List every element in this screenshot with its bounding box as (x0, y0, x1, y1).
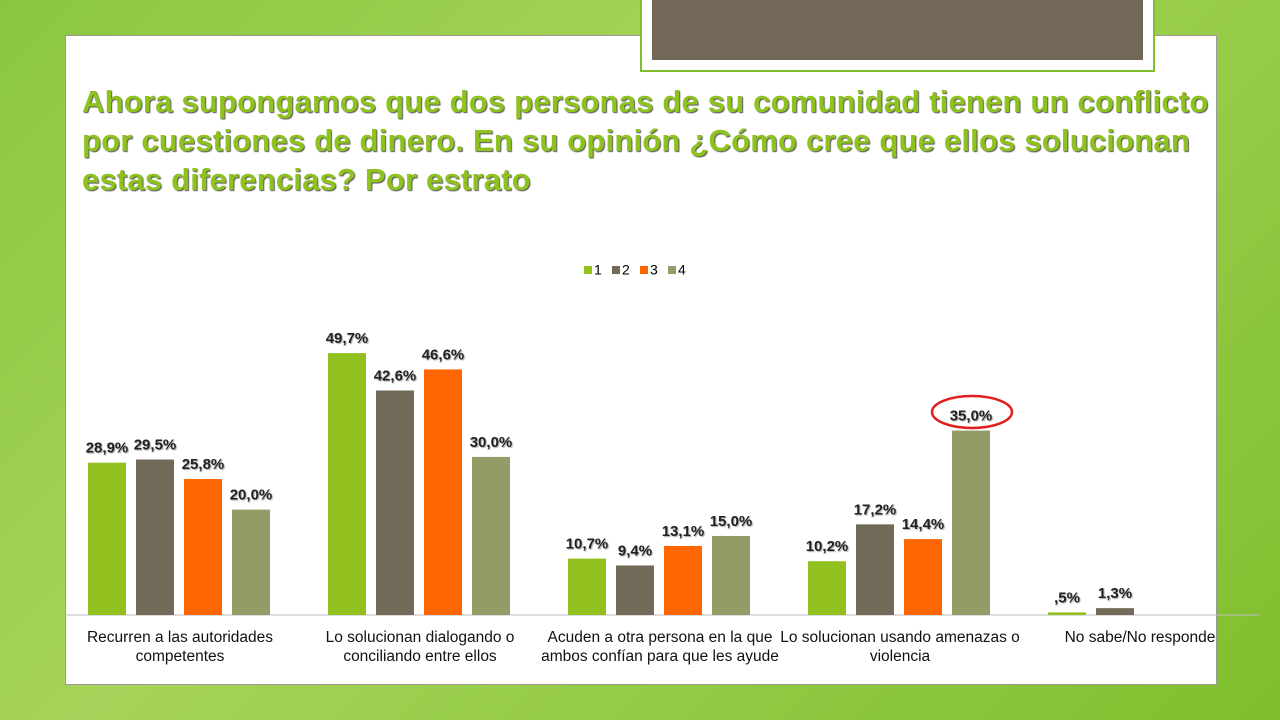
value-label: 1,3% (1098, 585, 1132, 602)
legend-swatch (612, 266, 620, 274)
value-label: 17,2% (854, 501, 897, 518)
x-tick-label: No sabe/No responde (1064, 629, 1216, 646)
value-label: 29,5% (134, 437, 177, 454)
legend-label: 3 (650, 262, 658, 278)
value-label: ,5% (1054, 589, 1080, 606)
bar (568, 558, 606, 615)
value-label: 25,8% (182, 456, 225, 473)
value-label: 15,0% (710, 513, 753, 530)
chart-title: Ahora supongamos que dos personas de su … (82, 84, 1209, 197)
value-label: 30,0% (470, 434, 513, 451)
decor-fill (652, 0, 1143, 60)
value-label: 9,4% (618, 542, 652, 559)
bar (904, 539, 942, 615)
bar (376, 390, 414, 615)
bar (232, 509, 270, 615)
x-tick-label: Lo solucionan dialogando o conciliando e… (325, 629, 515, 665)
bar (664, 545, 702, 615)
bar (472, 456, 510, 615)
legend-swatch (668, 266, 676, 274)
value-label: 28,9% (86, 440, 129, 457)
x-tick-label: Acuden a otra persona en la que ambos co… (541, 629, 779, 665)
bar (952, 430, 990, 615)
x-tick-label: Recurren a las autoridades competentes (86, 629, 274, 665)
value-label: 49,7% (326, 330, 369, 347)
bar (712, 535, 750, 615)
value-label: 20,0% (230, 487, 273, 504)
value-label: 10,2% (806, 538, 849, 555)
bar (136, 459, 174, 615)
value-label: 42,6% (374, 367, 417, 384)
value-label: 14,4% (902, 516, 945, 533)
bar (1096, 608, 1134, 615)
bar (808, 561, 846, 615)
legend-label: 4 (678, 262, 686, 278)
legend-swatch (640, 266, 648, 274)
legend-swatch (584, 266, 592, 274)
bar (616, 565, 654, 615)
bar (856, 524, 894, 615)
decor-box (640, 0, 1155, 72)
value-label: 10,7% (566, 536, 609, 553)
legend-label: 2 (622, 262, 630, 278)
bar (184, 479, 222, 615)
bar (88, 462, 126, 615)
bar (424, 369, 462, 615)
value-label: 35,0% (950, 408, 993, 425)
value-label: 46,6% (422, 346, 465, 363)
value-label: 13,1% (662, 523, 705, 540)
highlight-circle (930, 394, 1014, 430)
x-tick-label: Lo solucionan usando amenazas o violenci… (780, 629, 1020, 665)
bar (1048, 612, 1086, 615)
bar (328, 353, 366, 615)
legend-label: 1 (594, 262, 602, 278)
